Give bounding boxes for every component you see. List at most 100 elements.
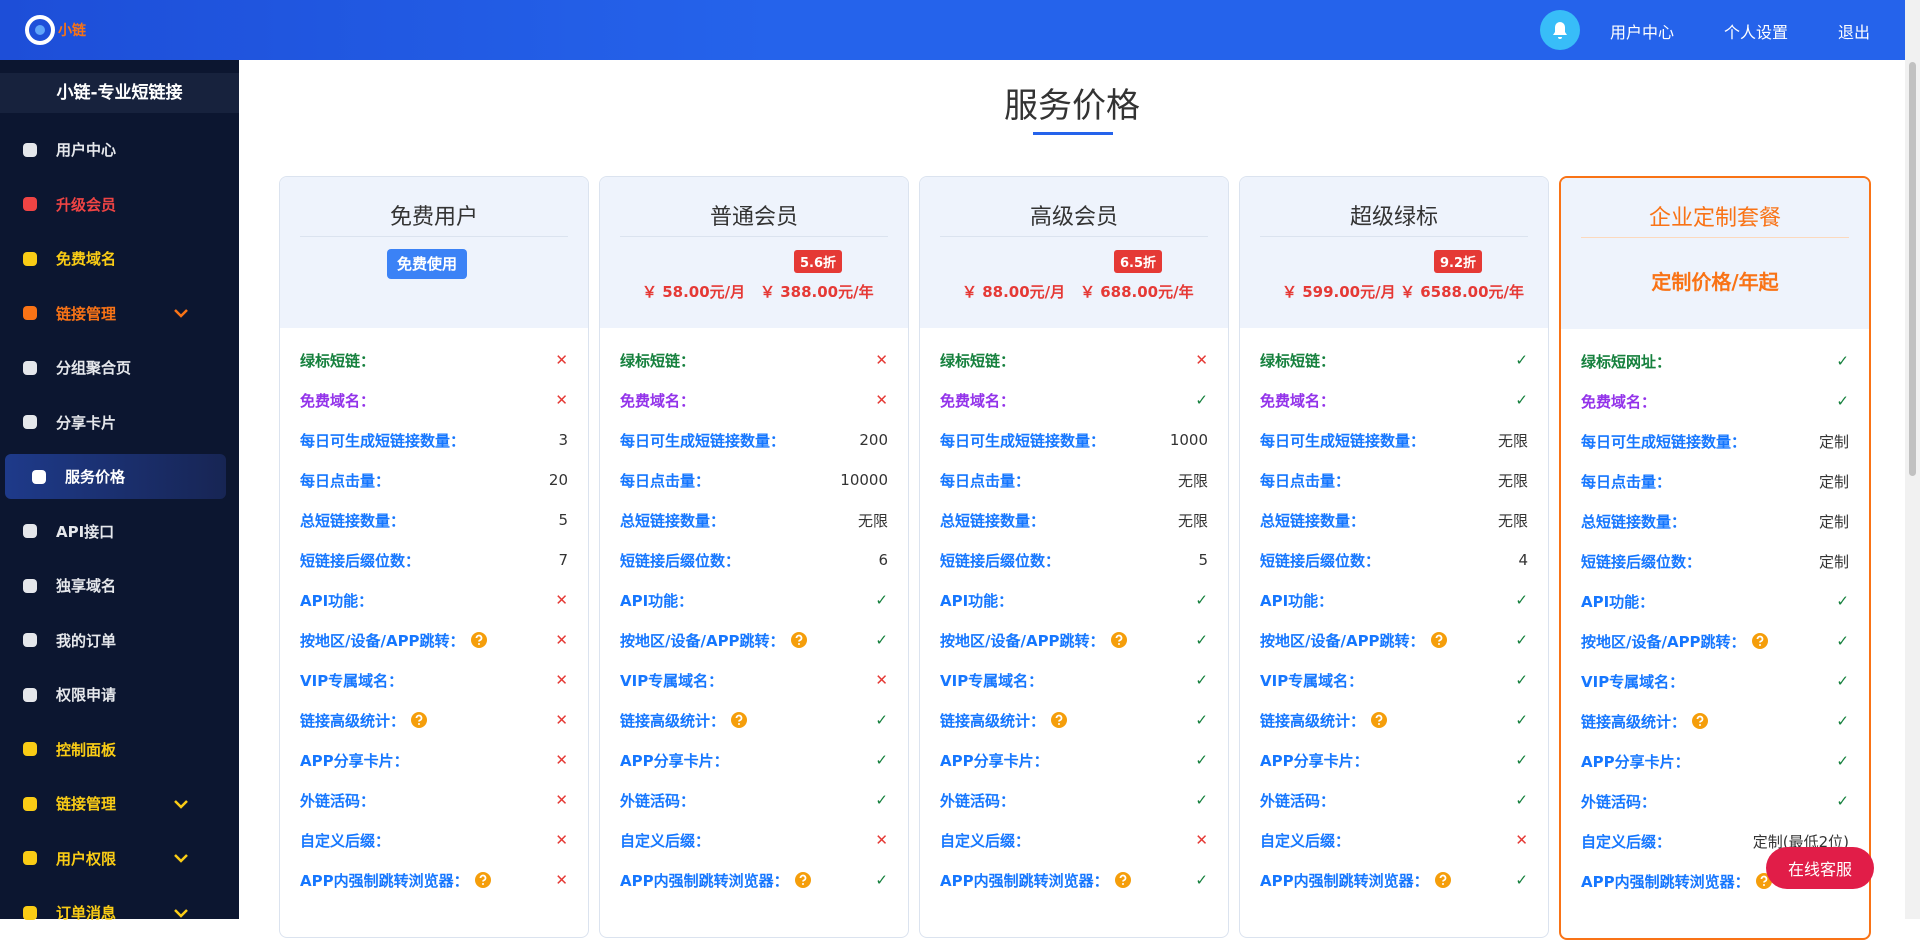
sidebar-item[interactable]: API接口 [5, 509, 226, 554]
feature-value: 4 [1518, 551, 1528, 569]
chat-button[interactable]: 在线客服 [1766, 847, 1874, 889]
feature-row: 免费域名： ✕ [300, 380, 568, 420]
feature-row: 每日可生成短链接数量： 定制 [1581, 421, 1849, 461]
label-text: VIP专属域名： [300, 671, 404, 690]
item-icon [23, 687, 37, 702]
feature-label: 绿标短网址： [1581, 351, 1671, 372]
label-text: 按地区/设备/APP跳转： [1581, 632, 1746, 651]
feature-label: APP分享卡片： [620, 750, 729, 771]
sidebar-item[interactable]: 我的订单 [5, 618, 226, 663]
feature-value: ✕ [1515, 831, 1528, 849]
feature-value: ✕ [555, 631, 568, 649]
feature-label: 每日可生成短链接数量： [620, 430, 785, 451]
sidebar-item[interactable]: 链接管理 [5, 291, 226, 336]
nav-user[interactable]: 用户中心 [1610, 23, 1675, 42]
help-icon [1110, 632, 1127, 648]
feature-label: 每日点击量： [300, 470, 390, 491]
feature-row: 按地区/设备/APP跳转： ✓ [1581, 621, 1849, 661]
plan-card: 高级会员 6.5折 ￥ 88.00元/月 ￥ 688.00元/年 绿标短链： ✕ 免费域名：… [919, 176, 1229, 938]
sidebar-item[interactable]: 订单消息 [5, 890, 226, 935]
feature-value: 定制(最低2位) [1752, 832, 1849, 851]
sidebar-item[interactable]: 升级会员 [5, 182, 226, 227]
feature-row: 链接高级统计： ✓ [940, 700, 1208, 740]
label-text: 绿标短链： [940, 351, 1016, 370]
sidebar-item[interactable]: 控制面板 [5, 727, 226, 772]
feature-label: 绿标短链： [940, 350, 1015, 371]
feature-row: API功能： ✓ [620, 580, 888, 620]
feature-label: 外链活码： [940, 790, 1015, 811]
feature-label: APP内强制跳转浏览器： [620, 870, 811, 891]
label-text: 外链活码： [1581, 792, 1657, 811]
feature-value: ✓ [875, 711, 888, 729]
feature-row: 短链接后缀位数： 定制 [1581, 541, 1849, 581]
sidebar-item[interactable]: 权限申请 [5, 672, 226, 717]
feature-value: ✓ [1195, 391, 1208, 409]
feature-label: 短链接后缀位数： [620, 550, 740, 571]
feature-label: 每日点击量： [1581, 471, 1671, 492]
sidebar-item[interactable]: 分组聚合页 [5, 345, 226, 390]
feature-label: APP内强制跳转浏览器： [1260, 870, 1451, 891]
feature-value: 无限 [1177, 511, 1208, 530]
sidebar-item[interactable]: 链接管理 [5, 781, 226, 826]
feature-label: 短链接后缀位数： [1260, 550, 1380, 571]
feature-value: ✓ [1836, 672, 1849, 690]
feature-value: ✕ [555, 351, 568, 369]
help-icon [1692, 713, 1709, 729]
sidebar-item[interactable]: 分享卡片 [5, 400, 226, 445]
feature-value: ✕ [555, 671, 568, 689]
label-text: 按地区/设备/APP跳转： [940, 631, 1105, 650]
feature-value: ✓ [1515, 591, 1528, 609]
chevron [174, 309, 188, 318]
feature-value: 5 [1198, 551, 1208, 569]
feature-label: VIP专属域名： [300, 670, 403, 691]
item-label: 免费域名 [56, 250, 117, 268]
feature-row: APP分享卡片： ✓ [1260, 740, 1528, 780]
feature-label: 每日可生成短链接数量： [1260, 430, 1425, 451]
divider [300, 236, 568, 237]
feature-value: ✓ [875, 591, 888, 609]
nav-settings[interactable]: 个人设置 [1724, 23, 1789, 42]
feature-value: ✓ [1195, 711, 1208, 729]
sidebar-item[interactable]: 免费域名 [5, 236, 226, 281]
label-text: 免费域名： [940, 391, 1016, 410]
nav-logout[interactable]: 退出 [1838, 23, 1871, 42]
feature-row: 外链活码： ✓ [620, 780, 888, 820]
plan-name: 高级会员 [1029, 205, 1118, 230]
label-text: 短链接后缀位数： [940, 551, 1061, 570]
item-label: 订单消息 [56, 904, 117, 922]
label-text: 短链接后缀位数： [1260, 551, 1381, 570]
item-label: 用户权限 [56, 849, 117, 868]
scroll-thumb[interactable] [1909, 62, 1916, 476]
label-text: 外链活码： [300, 791, 376, 810]
item-icon [23, 524, 37, 538]
sidebar-item[interactable]: 独享域名 [5, 563, 226, 608]
feature-label: 链接高级统计： [940, 710, 1068, 731]
feature-row: 按地区/设备/APP跳转： ✕ [300, 620, 568, 660]
feature-row: 每日点击量： 20 [300, 460, 568, 500]
label-text: APP内强制跳转浏览器： [940, 871, 1109, 890]
sidebar-item[interactable]: 用户中心 [5, 127, 226, 172]
sidebar-item[interactable]: 服务价格 [5, 454, 226, 499]
divider [620, 236, 888, 237]
feature-label: 短链接后缀位数： [1581, 551, 1701, 572]
feature-value: ✓ [1515, 711, 1528, 729]
feature-label: 每日可生成短链接数量： [940, 430, 1105, 451]
feature-row: VIP专属域名： ✓ [1260, 660, 1528, 700]
feature-row: APP分享卡片： ✓ [940, 740, 1208, 780]
bell[interactable] [1540, 10, 1580, 50]
label-text: 免费域名： [1581, 392, 1657, 411]
label-text: 每日可生成短链接数量： [300, 431, 466, 450]
feature-row: 按地区/设备/APP跳转： ✓ [940, 620, 1208, 660]
price: ￥ 58.00元/月 [642, 283, 746, 301]
item-label: 权限申请 [56, 686, 117, 704]
label-text: API功能： [940, 591, 1014, 610]
feature-row: 短链接后缀位数： 6 [620, 540, 888, 580]
label-text: 每日点击量： [1581, 472, 1672, 491]
free-button[interactable]: 免费使用 [387, 249, 467, 279]
feature-row: 自定义后缀： ✕ [300, 820, 568, 860]
sidebar-item[interactable]: 用户权限 [5, 836, 226, 881]
feature-row: 每日可生成短链接数量： 200 [620, 420, 888, 460]
plan-card: 超级绿标 9.2折 ￥ 599.00元/月 ￥ 6588.00元/年 绿标短链： ✓ 免费域… [1239, 176, 1549, 938]
item-icon [23, 415, 37, 429]
label-text: APP分享卡片： [1581, 752, 1690, 771]
